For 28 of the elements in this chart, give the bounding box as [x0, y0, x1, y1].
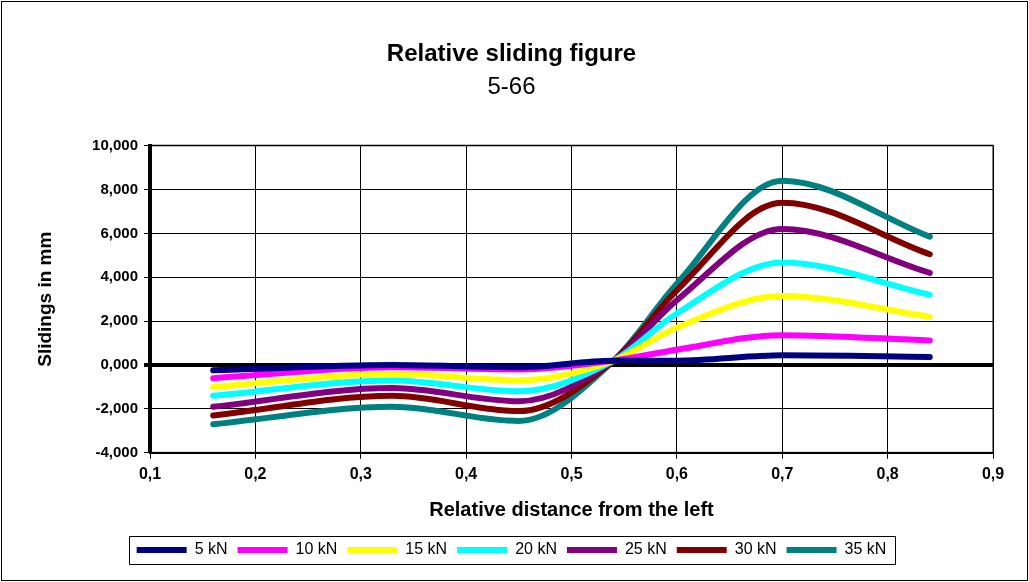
legend-label: 10 kN — [295, 540, 338, 558]
x-tick-label: 0,4 — [455, 464, 478, 482]
y-tick-label: 10,000 — [92, 135, 138, 153]
x-axis-title: Relative distance from the left — [429, 497, 715, 520]
x-tick-label: 0,3 — [349, 464, 372, 482]
y-tick-label: 2,000 — [100, 311, 138, 329]
y-tick-label: 6,000 — [100, 223, 138, 241]
legend-label: 20 kN — [515, 540, 557, 558]
legend-label: 15 kN — [405, 540, 448, 558]
legend-label: 25 kN — [624, 540, 667, 558]
y-tick-label: 8,000 — [100, 179, 138, 197]
legend-label: 5 kN — [194, 540, 228, 558]
y-tick-label: 4,000 — [100, 267, 138, 285]
y-tick-label: 0,000 — [100, 355, 138, 373]
chart-subtitle: 5-66 — [487, 71, 536, 99]
x-tick-label: 0,9 — [981, 464, 1005, 482]
chart-title: Relative sliding figure — [386, 39, 637, 67]
x-tick-label: 0,5 — [560, 464, 583, 482]
x-tick-label: 0,6 — [665, 464, 689, 482]
x-tick-label: 0,8 — [876, 464, 899, 482]
legend-label: 35 kN — [844, 540, 887, 558]
x-tick-label: 0,1 — [138, 464, 162, 482]
y-tick-label: -4,000 — [95, 442, 138, 460]
y-axis-title: Slidings in mm — [33, 231, 55, 367]
y-tick-label: -2,000 — [95, 399, 138, 417]
x-tick-label: 0,2 — [244, 464, 267, 482]
legend-label: 30 kN — [734, 540, 777, 558]
x-tick-label: 0,7 — [771, 464, 794, 482]
